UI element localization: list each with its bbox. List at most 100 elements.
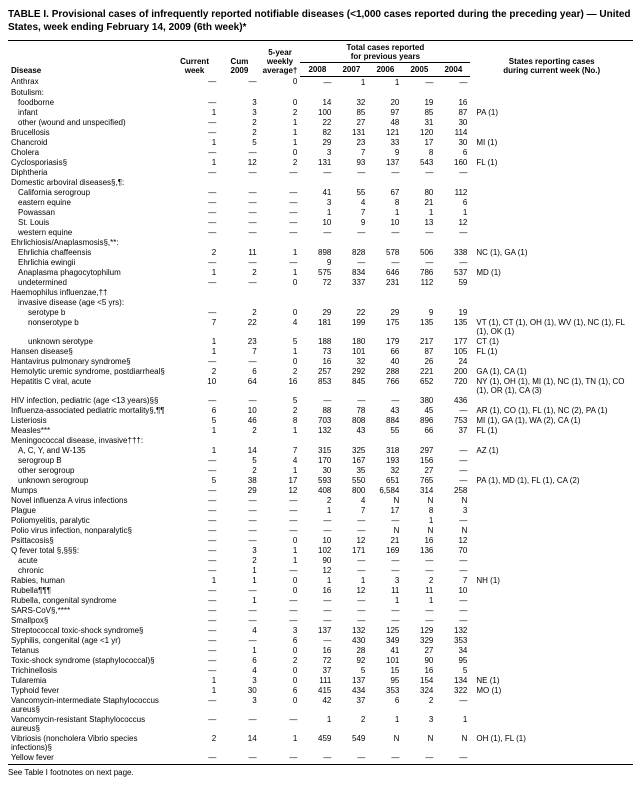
disease-name: Botulism:	[8, 87, 170, 97]
cell-value: 3	[402, 714, 436, 733]
cell-value: —	[219, 535, 259, 545]
cell-value: 17	[402, 137, 436, 147]
cell-value: 1	[260, 117, 301, 127]
cell-value: 45	[402, 405, 436, 415]
cell-value: 0	[260, 535, 301, 545]
cell-value: 0	[260, 356, 301, 366]
cell-value: 70	[436, 545, 470, 555]
cell-value	[260, 177, 301, 187]
col-group-prev-years: Total cases reported for previous years	[300, 41, 470, 63]
cell-value: 100	[300, 107, 334, 117]
cell-value	[334, 297, 368, 307]
cell-value: N	[368, 495, 402, 505]
table-row: Trichinellosis—4037515165	[8, 665, 633, 675]
table-row: HIV infection, pediatric (age <13 years)…	[8, 395, 633, 405]
cell-value: 5	[260, 336, 301, 346]
disease-name: Hemolytic uremic syndrome, postdiarrheal…	[8, 366, 170, 376]
cell-value: 884	[368, 415, 402, 425]
table-row: Hepatitis C viral, acute1064168538457666…	[8, 376, 633, 395]
cell-value: 353	[368, 685, 402, 695]
cell-value: —	[368, 395, 402, 405]
cell-value: N	[402, 525, 436, 535]
cell-value: 41	[368, 645, 402, 655]
disease-name: Polio virus infection, nonparalytic§	[8, 525, 170, 535]
cell-value: —	[368, 555, 402, 565]
cell-value: 64	[219, 376, 259, 395]
cell-value: 380	[402, 395, 436, 405]
cell-value: 0	[260, 665, 301, 675]
cell-value: 37	[300, 665, 334, 675]
avg-l2: weekly	[267, 57, 293, 66]
states-cell	[470, 287, 633, 297]
cell-value	[368, 287, 402, 297]
cell-value	[436, 297, 470, 307]
states-cell	[470, 197, 633, 207]
cell-value: —	[219, 257, 259, 267]
cell-value: —	[260, 227, 301, 237]
cell-value	[436, 177, 470, 187]
cell-value: 8	[368, 197, 402, 207]
disease-name: foodborne	[8, 97, 170, 107]
cell-value: N	[436, 495, 470, 505]
cell-value: —	[170, 585, 219, 595]
cell-value: —	[170, 455, 219, 465]
table-row: California serogroup———41556780112	[8, 187, 633, 197]
cell-value: 221	[402, 366, 436, 376]
cell-value	[300, 297, 334, 307]
cell-value: —	[300, 605, 334, 615]
cell-value: —	[334, 595, 368, 605]
states-cell	[470, 485, 633, 495]
col-cum-2009-label: Cum 2009	[231, 57, 249, 75]
col-states: States reporting cases during current we…	[470, 41, 633, 77]
cell-value: 32	[368, 465, 402, 475]
cell-value: —	[436, 615, 470, 625]
cell-value: 329	[402, 635, 436, 645]
disease-name: Psittacosis§	[8, 535, 170, 545]
cell-value: 1	[334, 77, 368, 88]
cell-value: —	[219, 167, 259, 177]
cell-value: 136	[402, 545, 436, 555]
cell-value: —	[170, 167, 219, 177]
cell-value: 14	[219, 733, 259, 752]
cell-value: 12	[436, 217, 470, 227]
cell-value: —	[334, 227, 368, 237]
cell-value: 3	[368, 575, 402, 585]
cell-value: 578	[368, 247, 402, 257]
states-cell: NE (1)	[470, 675, 633, 685]
disease-name: Plague	[8, 505, 170, 515]
cell-value: 120	[402, 127, 436, 137]
cell-value: 10	[219, 405, 259, 415]
states-cell	[470, 435, 633, 445]
cell-value: 436	[436, 395, 470, 405]
cell-value: —	[334, 605, 368, 615]
disease-name: Anaplasma phagocytophilum	[8, 267, 170, 277]
table-row: Hansen disease§171731016687105FL (1)	[8, 346, 633, 356]
cell-value: 59	[436, 277, 470, 287]
states-cell	[470, 87, 633, 97]
disease-name: unknown serotype	[8, 336, 170, 346]
cell-value: 188	[300, 336, 334, 346]
states-cell: OH (1), FL (1)	[470, 733, 633, 752]
cell-value: 1	[170, 107, 219, 117]
cell-value: 16	[402, 665, 436, 675]
cell-value: 67	[368, 187, 402, 197]
cell-value: 112	[402, 277, 436, 287]
states-cell	[470, 655, 633, 665]
cell-value: 13	[402, 217, 436, 227]
states-cell	[470, 595, 633, 605]
cell-value	[170, 287, 219, 297]
cell-value: 137	[368, 157, 402, 167]
cell-value: 101	[334, 346, 368, 356]
col-current-week-label: Current week	[180, 57, 209, 75]
table-body: Anthrax——0—11——Botulism:foodborne—301432…	[8, 77, 633, 763]
cell-value: 1	[260, 555, 301, 565]
cell-value: —	[260, 595, 301, 605]
cell-value: 1	[300, 575, 334, 585]
cell-value: N	[368, 525, 402, 535]
cell-value: 537	[436, 267, 470, 277]
cell-value: 29	[300, 307, 334, 317]
cell-value: 325	[334, 445, 368, 455]
disease-name: Hepatitis C viral, acute	[8, 376, 170, 395]
cell-value	[334, 237, 368, 247]
cell-value	[368, 237, 402, 247]
